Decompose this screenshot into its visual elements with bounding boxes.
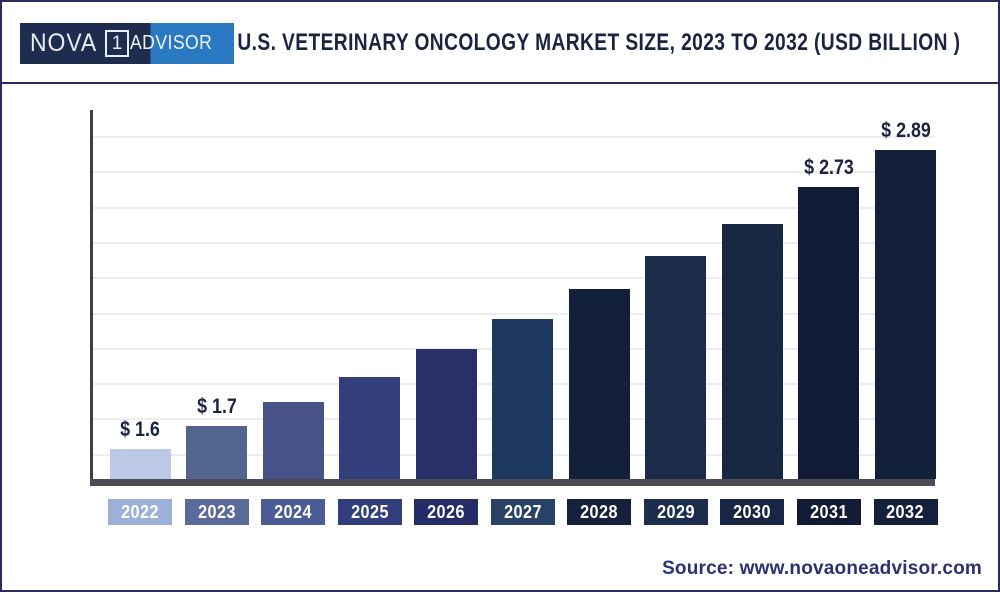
- chart-title: U.S. VETERINARY ONCOLOGY MARKET SIZE, 20…: [207, 2, 990, 84]
- logo-text-nova: NOVA: [30, 29, 98, 57]
- value-label-2023: $ 1.7: [196, 395, 237, 418]
- y-axis-line: [90, 110, 93, 480]
- x-tick-2032: 2032: [873, 499, 938, 525]
- bar-2026: [415, 349, 477, 479]
- header: NOVA 1 ADVISOR U.S. VETERINARY ONCOLOGY …: [2, 2, 998, 84]
- x-tick-2027: 2027: [490, 499, 555, 525]
- gridline: [93, 171, 935, 174]
- x-tick-2022: 2022: [108, 499, 172, 525]
- bar-chart-plot-area: $ 1.6 $ 1.7 $ 2.73 $ 2.89: [2, 110, 998, 479]
- chart-title-text: U.S. VETERINARY ONCOLOGY MARKET SIZE, 20…: [236, 29, 961, 56]
- value-label-2022: $ 1.6: [120, 418, 160, 441]
- value-label-2032: $ 2.89: [880, 119, 931, 142]
- bar-2031: [798, 187, 860, 479]
- bar-2022: [109, 449, 171, 479]
- bar-2030: [721, 224, 783, 479]
- x-tick-2024: 2024: [261, 499, 326, 525]
- x-axis-labels: 2022 2023 2024 2025 2026 2027 2028 2029 2030 2031…: [2, 499, 998, 525]
- gridline: [93, 277, 935, 280]
- bar-2032: [875, 150, 936, 479]
- x-axis-line: [90, 479, 935, 486]
- x-tick-2025: 2025: [337, 499, 402, 525]
- x-tick-2031: 2031: [796, 499, 861, 525]
- gridline: [93, 312, 935, 315]
- value-label-2031: $ 2.73: [804, 156, 854, 179]
- bar-2028: [568, 289, 630, 479]
- x-tick-2030: 2030: [720, 499, 785, 525]
- bar-2027: [492, 319, 554, 479]
- gridline: [93, 136, 935, 138]
- bar-2025: [339, 377, 401, 479]
- x-tick-2029: 2029: [643, 499, 708, 525]
- gridline: [93, 206, 935, 209]
- gridline: [93, 241, 935, 244]
- bar-2023: [186, 426, 248, 479]
- logo-number-box: 1: [105, 30, 129, 57]
- bar-2024: [262, 402, 324, 479]
- x-tick-2026: 2026: [414, 499, 479, 525]
- x-tick-2028: 2028: [567, 499, 632, 525]
- bar-2029: [645, 256, 707, 479]
- brand-logo: NOVA 1 ADVISOR: [20, 23, 234, 64]
- x-tick-2023: 2023: [184, 499, 249, 525]
- source-text: Source: www.novaoneadvisor.com: [662, 558, 982, 579]
- logo-text-advisor: ADVISOR: [130, 32, 213, 54]
